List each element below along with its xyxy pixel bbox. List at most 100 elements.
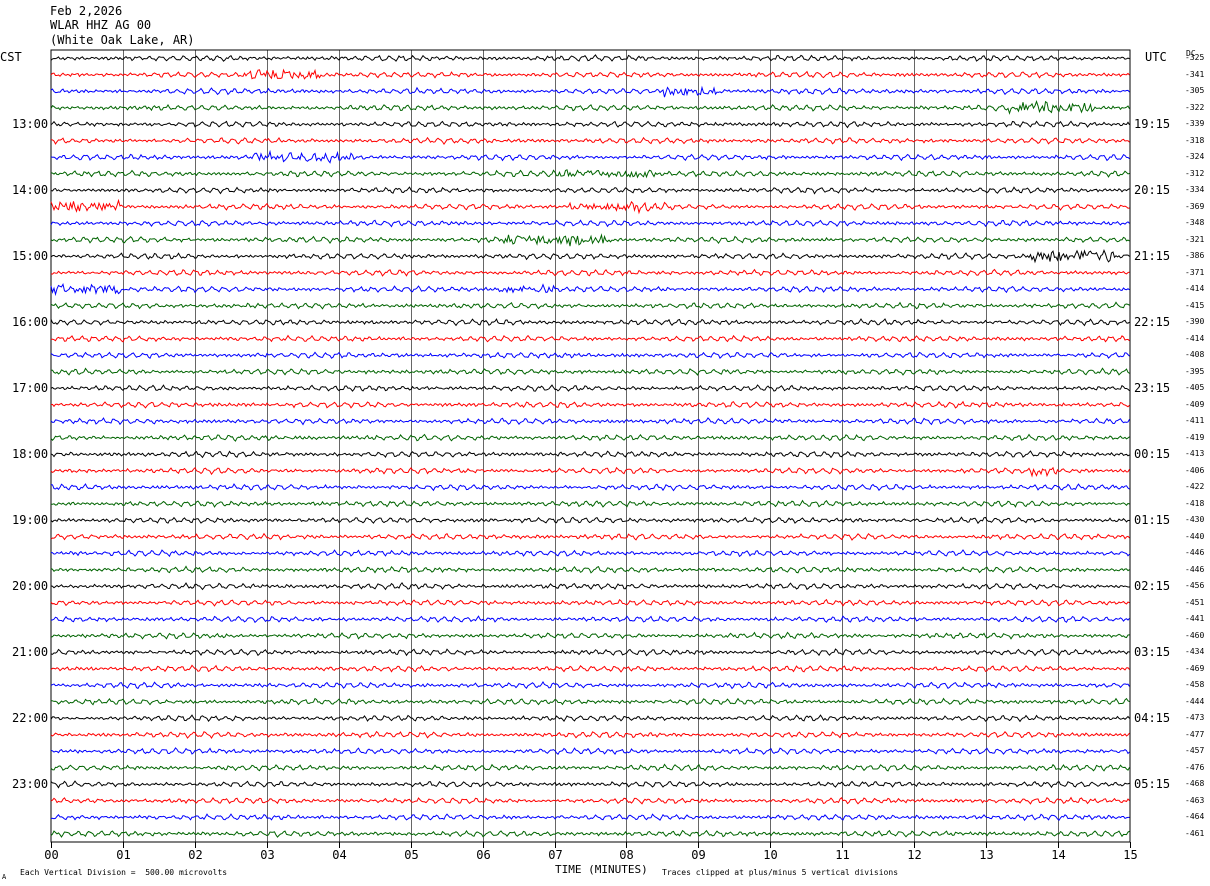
trace-row-21 xyxy=(50,400,1130,409)
dc-offset-label: -414 xyxy=(1185,284,1205,294)
dc-offset-label: -386 xyxy=(1185,251,1205,261)
trace-row-43 xyxy=(50,763,1130,772)
trace-row-0 xyxy=(50,54,1130,62)
trace-row-3 xyxy=(50,100,1130,115)
dc-offset-label: -371 xyxy=(1185,267,1205,277)
right-hour-label: 20:15 xyxy=(1134,183,1171,198)
x-tick-label: 06 xyxy=(476,848,490,862)
trace-row-36 xyxy=(50,648,1130,657)
dc-offset-label: -456 xyxy=(1185,581,1205,591)
x-tick-label: 04 xyxy=(332,848,346,862)
dc-offset-label: -408 xyxy=(1185,350,1205,360)
dc-offset-label: -413 xyxy=(1185,449,1205,459)
trace-row-40 xyxy=(50,714,1130,723)
left-hour-label: 22:00 xyxy=(12,711,49,726)
x-tick-label: 15 xyxy=(1123,848,1137,862)
dc-offset-label: -440 xyxy=(1185,531,1205,541)
left-hour-label: 15:00 xyxy=(12,249,49,264)
x-axis-title: TIME (MINUTES) xyxy=(555,863,648,876)
dc-offset-label: -405 xyxy=(1185,383,1205,393)
clip-note: Traces clipped at plus/minus 5 vertical … xyxy=(662,868,899,877)
dc-offset-label: -334 xyxy=(1185,185,1205,195)
x-tick-label: 05 xyxy=(404,848,418,862)
trace-row-46 xyxy=(50,813,1130,822)
trace-row-18 xyxy=(50,351,1130,360)
x-tick-label: 08 xyxy=(619,848,633,862)
right-hour-label: 02:15 xyxy=(1134,579,1171,594)
dc-header: DC xyxy=(1186,49,1196,58)
x-tick-label: 03 xyxy=(260,848,274,862)
right-hour-label: 23:15 xyxy=(1134,381,1171,396)
trace-row-12 xyxy=(50,249,1130,264)
trace-row-19 xyxy=(50,367,1130,376)
dc-offset-label: -418 xyxy=(1185,498,1205,508)
left-hour-label: 21:00 xyxy=(12,645,49,660)
dc-offset-label: -441 xyxy=(1185,614,1205,624)
x-tick-label: 00 xyxy=(44,848,58,862)
dc-offset-label: -458 xyxy=(1185,680,1205,690)
station-label: WLAR HHZ AG 00 xyxy=(50,18,152,32)
trace-row-30 xyxy=(50,549,1130,558)
dc-offset-label: -390 xyxy=(1185,317,1205,327)
dc-offset-label: -430 xyxy=(1185,515,1205,525)
dc-offset-label: -312 xyxy=(1185,168,1205,178)
left-hour-label: 16:00 xyxy=(12,315,49,330)
dc-offset-label: -446 xyxy=(1185,564,1205,574)
trace-row-39 xyxy=(50,697,1130,706)
trace-row-45 xyxy=(50,796,1130,805)
dc-offset-label: -461 xyxy=(1185,828,1205,838)
trace-row-31 xyxy=(50,565,1130,574)
trace-row-23 xyxy=(50,433,1130,442)
dc-offset-label: -414 xyxy=(1185,333,1205,343)
dc-offset-label: -411 xyxy=(1185,416,1205,426)
right-hour-label: 04:15 xyxy=(1134,711,1171,726)
left-hour-label: 13:00 xyxy=(12,117,49,132)
x-tick-label: 13 xyxy=(979,848,993,862)
trace-row-4 xyxy=(50,120,1130,129)
trace-row-11 xyxy=(50,233,1130,247)
x-tick-label: 12 xyxy=(907,848,921,862)
left-hour-label: 14:00 xyxy=(12,183,49,198)
trace-row-8 xyxy=(50,186,1130,195)
dc-offset-label: -305 xyxy=(1185,86,1205,96)
dc-offset-label: -406 xyxy=(1185,465,1205,475)
date-label: Feb 2,2026 xyxy=(50,4,123,18)
corner-mark: A xyxy=(2,873,7,881)
trace-row-32 xyxy=(50,581,1130,591)
right-hour-label: 03:15 xyxy=(1134,645,1171,660)
dc-offset-label: -369 xyxy=(1185,201,1205,211)
trace-row-17 xyxy=(50,334,1130,343)
trace-row-16 xyxy=(50,318,1130,327)
x-tick-label: 01 xyxy=(116,848,130,862)
right-hour-label: 19:15 xyxy=(1134,117,1171,132)
dc-offset-label: -464 xyxy=(1185,812,1205,822)
trace-row-5 xyxy=(50,136,1130,146)
left-hour-label: 19:00 xyxy=(12,513,49,528)
trace-row-37 xyxy=(50,664,1130,673)
left-hour-label: 18:00 xyxy=(12,447,49,462)
x-tick-label: 14 xyxy=(1051,848,1065,862)
dc-offset-label: -341 xyxy=(1185,69,1205,79)
dc-offset-label: -463 xyxy=(1185,795,1205,805)
dc-offset-label: -468 xyxy=(1185,779,1205,789)
x-tick-label: 02 xyxy=(188,848,202,862)
trace-row-29 xyxy=(50,532,1130,541)
trace-row-28 xyxy=(50,516,1130,525)
trace-row-41 xyxy=(50,730,1130,739)
right-hour-label: 05:15 xyxy=(1134,777,1171,792)
plot-frame xyxy=(50,49,1131,843)
x-tick-label: 10 xyxy=(763,848,777,862)
trace-row-7 xyxy=(50,169,1130,179)
left-axis-title: CST xyxy=(0,50,22,64)
dc-offset-label: -339 xyxy=(1185,119,1205,129)
trace-row-22 xyxy=(50,417,1130,426)
dc-offset-label: -451 xyxy=(1185,597,1205,607)
dc-offset-label: -322 xyxy=(1185,102,1205,112)
dc-offset-label: -324 xyxy=(1185,152,1205,162)
trace-row-24 xyxy=(50,450,1130,459)
left-hour-label: 23:00 xyxy=(12,777,49,792)
x-tick-label: 11 xyxy=(835,848,849,862)
dc-offset-label: -460 xyxy=(1185,630,1205,640)
dc-offset-label: -477 xyxy=(1185,729,1205,739)
